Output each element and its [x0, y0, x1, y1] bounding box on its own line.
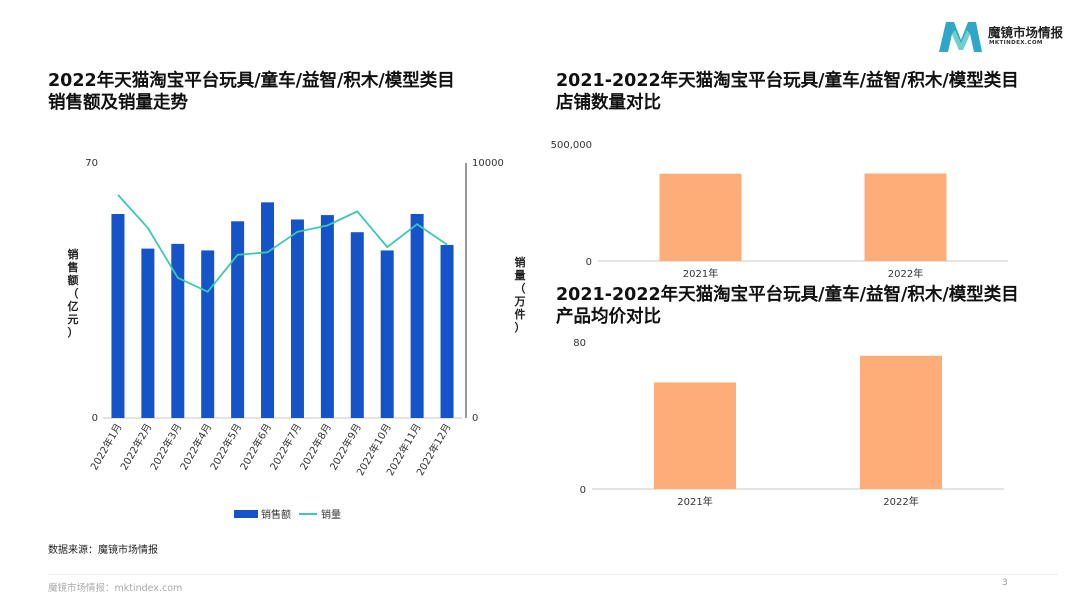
store-bar [659, 173, 742, 261]
legend-swatch-sales [234, 510, 258, 518]
bar-sales [171, 243, 185, 418]
bar-sales [320, 215, 334, 418]
bar-sales [440, 244, 454, 418]
store-count-title-line2: 店铺数量对比 [556, 93, 661, 113]
price-x-tick-label: 2021年 [677, 495, 712, 508]
bar-sales [111, 214, 125, 418]
legend-label-volume: 销量 [321, 508, 341, 521]
bar-sales [290, 219, 304, 418]
y2-tick-label: 0 [472, 413, 478, 424]
brand-logo-mark [939, 22, 982, 52]
bar-sales [141, 248, 155, 418]
bar-sales [261, 202, 275, 418]
y2-tick-label: 10000 [472, 158, 504, 169]
footer-divider [48, 574, 1058, 575]
store-x-tick-label: 2022年 [888, 267, 923, 280]
price-bar [654, 382, 736, 489]
brand-sub: MKTINDEX.COM [989, 40, 1043, 46]
bar-sales [231, 221, 245, 418]
avg-price-title-line1: 2021-2022年天猫淘宝平台玩具/童车/益智/积木/模型类目 [556, 285, 1019, 305]
avg-price-title: 2021-2022年天猫淘宝平台玩具/童车/益智/积木/模型类目 产品均价对比 [556, 284, 1019, 328]
store-y-tick-label: 500,000 [551, 140, 592, 151]
bar-sales [410, 214, 424, 418]
store-x-tick-label: 2021年 [683, 267, 718, 280]
avg-price-chart: 80 0 2021年 2022年 [573, 338, 1004, 508]
y-tick-label: 0 [92, 413, 98, 424]
y-axis-label: 销售额（亿元） [67, 247, 79, 339]
store-bar [864, 173, 947, 261]
left-chart-title-line2: 销售额及销量走势 [48, 93, 188, 113]
store-count-title: 2021-2022年天猫淘宝平台玩具/童车/益智/积木/模型类目 店铺数量对比 [556, 70, 1019, 114]
store-count-title-line1: 2021-2022年天猫淘宝平台玩具/童车/益智/积木/模型类目 [556, 71, 1019, 91]
y-tick-label: 70 [85, 158, 98, 169]
price-y-tick-label: 80 [573, 338, 586, 349]
line-volume [117, 194, 448, 293]
footer-text: 魔镜市场情报：mktindex.com [48, 583, 183, 594]
x-tick-label: 2022年1月 [87, 421, 124, 472]
page-number: 3 [1002, 578, 1008, 588]
store-count-chart: 500,000 0 2021年 2022年 [551, 140, 1008, 280]
legend-label-sales: 销售额 [261, 508, 291, 521]
brand-name: 魔镜市场情报 [988, 25, 1064, 40]
price-x-tick-label: 2022年 [883, 495, 918, 508]
store-y-tick-label: 0 [586, 257, 592, 268]
data-source: 数据来源：魔镜市场情报 [48, 545, 158, 556]
brand-logo [936, 16, 1066, 60]
bar-sales [201, 250, 215, 418]
price-bar [860, 355, 942, 489]
bar-sales [350, 232, 364, 418]
sales-volume-chart: 700100000销售额（亿元）销量（万件）2022年1月2022年2月2022… [67, 158, 526, 521]
y2-axis-label: 销量（万件） [514, 255, 526, 334]
left-chart-title-line1: 2022年天猫淘宝平台玩具/童车/益智/积木/模型类目 [48, 71, 455, 91]
left-chart-title: 2022年天猫淘宝平台玩具/童车/益智/积木/模型类目 销售额及销量走势 [48, 70, 455, 114]
avg-price-title-line2: 产品均价对比 [556, 307, 661, 327]
bar-sales [380, 250, 394, 418]
price-y-tick-label: 0 [580, 485, 586, 496]
